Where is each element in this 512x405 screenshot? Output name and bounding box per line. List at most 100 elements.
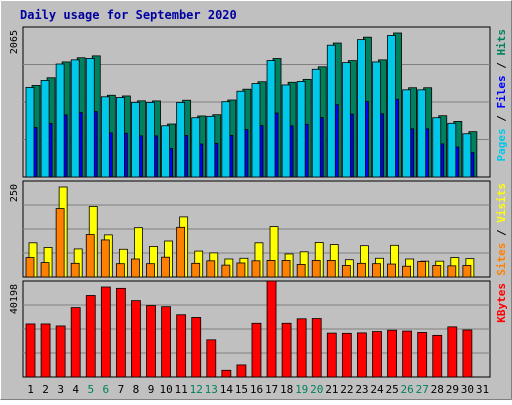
bar-hits-pages-day-24	[372, 61, 381, 178]
x-tick-label-day-19: 19	[295, 383, 308, 396]
x-tick-label-day-24: 24	[370, 383, 384, 396]
bar-visits-sites-day-15	[236, 262, 246, 278]
x-tick-label-day-13: 13	[205, 383, 218, 396]
legend-separator: /	[495, 56, 508, 76]
x-tick-label-day-18: 18	[280, 383, 293, 396]
bar-kbytes-kbytes-day-30	[462, 329, 473, 378]
x-tick-label-day-10: 10	[159, 383, 172, 396]
bar-kbytes-kbytes-day-6	[100, 286, 111, 378]
bar-kbytes-kbytes-day-13	[206, 339, 217, 378]
x-tick-label-day-5: 5	[87, 383, 94, 396]
x-tick-label-day-22: 22	[340, 383, 353, 396]
x-tick-label-day-30: 30	[461, 383, 474, 396]
bar-hits-pages-day-10	[161, 125, 170, 178]
bar-visits-sites-day-10	[161, 256, 170, 278]
chart-title: Daily usage for September 2020	[20, 8, 237, 22]
bar-hits-pages-day-15	[236, 90, 246, 178]
bar-hits-pages-day-28	[432, 117, 442, 178]
panel-visits-legend: Sites / Visits	[495, 183, 508, 276]
bar-visits-sites-day-8	[131, 258, 140, 278]
legend-entry-hits: Hits	[495, 29, 508, 56]
bar-visits-sites-day-17	[266, 260, 276, 278]
bar-hits-pages-day-22	[341, 62, 351, 178]
x-tick-label-day-6: 6	[103, 383, 110, 396]
bar-visits-sites-day-5	[85, 234, 95, 278]
bar-visits-sites-day-16	[251, 260, 261, 278]
x-tick-label-day-28: 28	[431, 383, 444, 396]
bar-visits-sites-day-12	[191, 262, 201, 278]
bar-visits-sites-day-25	[387, 263, 396, 278]
bar-hits-pages-day-26	[402, 89, 412, 178]
bar-visits-sites-day-26	[402, 265, 412, 278]
bar-kbytes-kbytes-day-3	[55, 325, 66, 378]
bar-kbytes-kbytes-day-22	[341, 332, 352, 378]
bar-hits-pages-day-13	[206, 115, 216, 178]
x-tick-label-day-11: 11	[175, 383, 188, 396]
bar-kbytes-kbytes-day-7	[115, 287, 126, 378]
bar-visits-sites-day-23	[357, 262, 366, 278]
bar-visits-sites-day-2	[40, 262, 50, 278]
x-tick-label-day-31: 31	[476, 383, 489, 396]
legend-separator: /	[495, 109, 508, 129]
x-tick-label-day-17: 17	[265, 383, 278, 396]
bar-kbytes-kbytes-day-24	[372, 331, 382, 378]
bar-visits-sites-day-28	[432, 265, 442, 278]
bar-hits-pages-day-4	[70, 59, 80, 178]
x-tick-label-day-9: 9	[148, 383, 155, 396]
bar-kbytes-kbytes-day-20	[311, 318, 322, 378]
x-tick-label-day-26: 26	[401, 383, 414, 396]
x-tick-label-day-8: 8	[133, 383, 140, 396]
x-tick-label-day-29: 29	[446, 383, 459, 396]
bar-visits-sites-day-14	[221, 264, 231, 278]
bar-kbytes-kbytes-day-16	[251, 322, 262, 378]
bar-visits-sites-day-7	[115, 263, 125, 278]
bar-hits-pages-day-6	[100, 96, 110, 178]
bar-hits-pages-day-1	[25, 86, 35, 178]
bar-hits-pages-day-23	[357, 39, 366, 178]
bar-kbytes-kbytes-day-25	[387, 329, 397, 378]
x-tick-label-day-7: 7	[118, 383, 125, 396]
bar-hits-pages-day-25	[387, 35, 396, 178]
bar-kbytes-kbytes-day-14	[221, 369, 232, 378]
bar-visits-sites-day-29	[447, 265, 457, 278]
panel-kbytes-max-label: 40198	[9, 284, 20, 314]
bar-kbytes-kbytes-day-11	[176, 314, 187, 378]
bar-kbytes-kbytes-day-12	[191, 317, 202, 378]
bar-kbytes-kbytes-day-23	[357, 332, 367, 378]
x-tick-label-day-16: 16	[250, 383, 263, 396]
bar-visits-sites-day-19	[296, 263, 306, 278]
x-tick-label-day-21: 21	[325, 383, 338, 396]
bar-visits-sites-day-27	[417, 261, 427, 278]
x-tick-label-day-4: 4	[72, 383, 79, 396]
bar-hits-pages-day-29	[447, 122, 457, 178]
bar-kbytes-kbytes-day-4	[70, 307, 81, 378]
bar-visits-sites-day-18	[281, 260, 291, 278]
bar-visits-sites-day-30	[462, 265, 472, 278]
bar-visits-sites-day-9	[146, 263, 155, 278]
bar-kbytes-kbytes-day-8	[131, 300, 141, 378]
bar-kbytes-kbytes-day-18	[281, 322, 292, 378]
bar-visits-sites-day-24	[372, 263, 381, 278]
x-tick-label-day-12: 12	[190, 383, 203, 396]
legend-entry-sites: Sites	[495, 243, 508, 276]
bar-kbytes-kbytes-day-10	[161, 306, 171, 378]
bar-hits-pages-day-19	[296, 81, 306, 178]
x-tick-label-day-14: 14	[220, 383, 234, 396]
legend-entry-files: Files	[495, 75, 508, 108]
bar-hits-pages-day-11	[176, 101, 186, 178]
bar-kbytes-kbytes-day-29	[447, 326, 458, 378]
bar-kbytes-kbytes-day-5	[85, 295, 96, 378]
bar-hits-pages-day-20	[311, 68, 321, 178]
bar-hits-pages-day-8	[131, 101, 140, 178]
bar-hits-pages-day-16	[251, 83, 261, 178]
bar-hits-pages-day-12	[191, 117, 201, 178]
bar-hits-pages-day-27	[417, 89, 427, 178]
bar-kbytes-kbytes-day-17	[266, 280, 277, 378]
bar-hits-pages-day-14	[221, 101, 231, 178]
panel-kbytes-legend: KBytes	[495, 283, 508, 323]
bar-kbytes-kbytes-day-2	[40, 323, 51, 378]
x-tick-label-day-3: 3	[57, 383, 64, 396]
x-tick-label-day-25: 25	[385, 383, 398, 396]
